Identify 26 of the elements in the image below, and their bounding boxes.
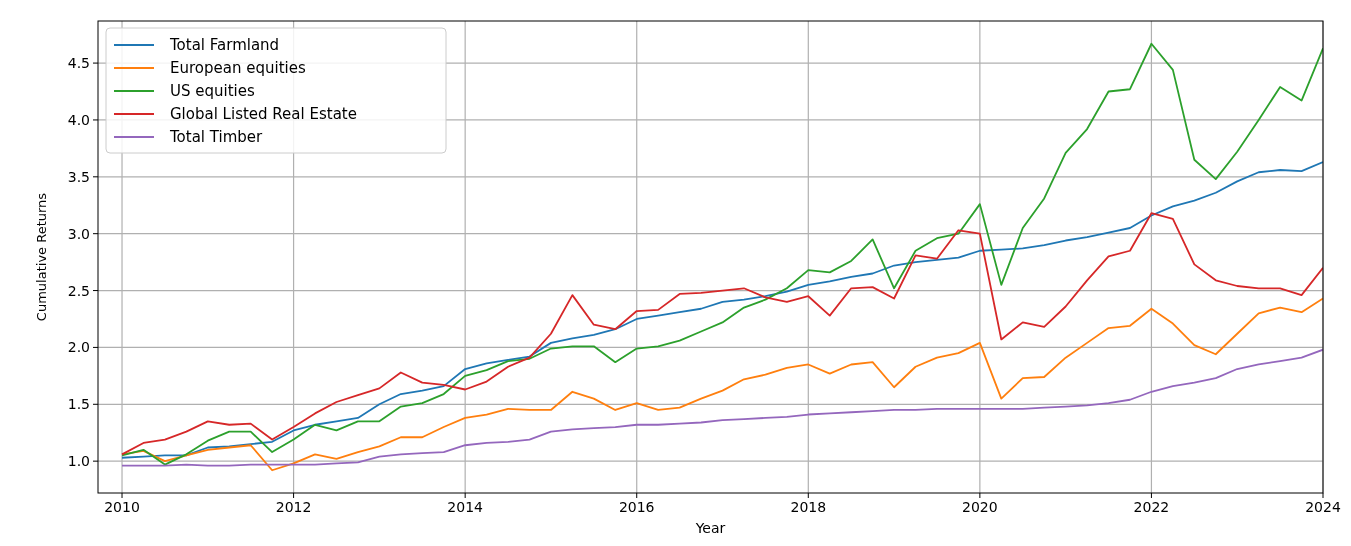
y-tick-label: 2.0 xyxy=(67,339,90,356)
x-tick-label: 2014 xyxy=(447,499,484,515)
y-tick-label: 2.5 xyxy=(67,282,90,299)
y-tick-label: 1.0 xyxy=(67,453,90,470)
x-tick-label: 2022 xyxy=(1133,499,1170,515)
y-tick-label: 4.0 xyxy=(67,111,90,128)
y-tick-label: 3.5 xyxy=(67,168,90,185)
line-series xyxy=(121,161,1323,459)
y-tick-label: 4.5 xyxy=(67,55,90,72)
legend-label: Total Farmland xyxy=(169,36,280,54)
legend-label: Global Listed Real Estate xyxy=(170,105,357,123)
y-tick-label: 1.5 xyxy=(67,396,90,413)
x-tick-label: 2020 xyxy=(962,499,998,515)
y-tick-label: 3.0 xyxy=(67,225,90,242)
x-tick-label: 2024 xyxy=(1305,499,1341,515)
x-tick-label: 2010 xyxy=(104,499,140,515)
y-axis-title: Cumulative Returns xyxy=(34,192,49,322)
legend-label: US equities xyxy=(170,82,255,100)
line-series xyxy=(121,348,1323,467)
x-tick-label: 2018 xyxy=(790,499,827,515)
legend-label: Total Timber xyxy=(169,128,264,146)
x-tick-label: 2016 xyxy=(618,499,655,515)
line-series xyxy=(121,212,1323,456)
legend-label: European equities xyxy=(170,59,306,77)
x-axis-title: Year xyxy=(694,520,726,536)
x-tick-label: 2012 xyxy=(275,499,312,515)
